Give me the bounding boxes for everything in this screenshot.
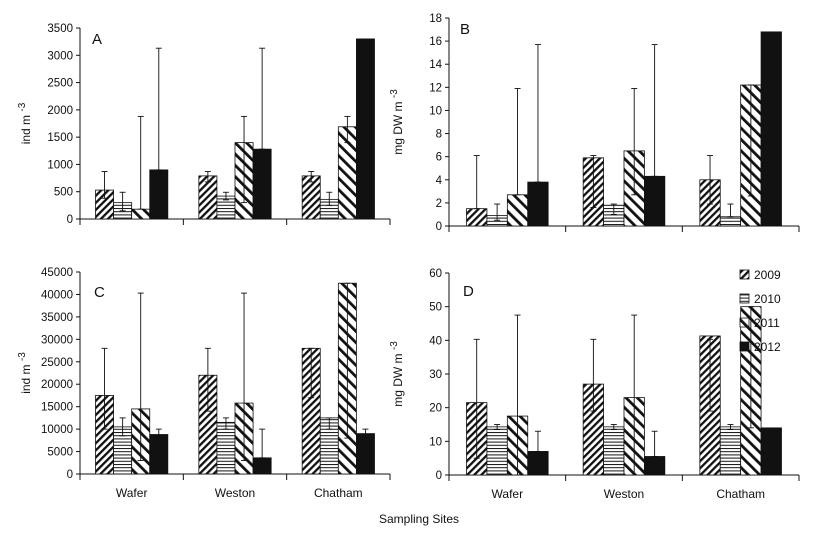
y-tick-label: 10 xyxy=(429,436,442,448)
y-tick-label: 16 xyxy=(429,36,442,48)
bar-2009-chatham xyxy=(301,175,321,220)
bar-2012-wafer xyxy=(149,434,169,475)
y-tick-label: 0 xyxy=(67,214,73,226)
bar-2012-wafer xyxy=(527,451,549,476)
category-label: Wafer xyxy=(116,486,148,500)
bar-2011-wafer xyxy=(131,208,151,220)
y-tick-label: 15000 xyxy=(41,402,73,414)
legend-label-2009: 2009 xyxy=(754,268,781,282)
x-axis-title: Sampling Sites xyxy=(379,512,459,526)
y-tick-label: 25000 xyxy=(41,357,73,369)
panel-letter: A xyxy=(92,31,102,48)
y-tick-label: 8 xyxy=(436,129,442,141)
y-tick-label: 60 xyxy=(429,268,442,280)
y-axis-label: ind m -3 xyxy=(17,102,33,144)
bar-2012-wafer xyxy=(149,169,169,220)
y-tick-label: 50 xyxy=(429,302,442,314)
legend-swatch-2011 xyxy=(739,317,750,328)
panel-d: 0 10 20 30 40 50 60 Wafer Weston Chatham mg DW m -… xyxy=(389,268,800,501)
y-tick-label: 2 xyxy=(436,198,442,210)
bar-2012-chatham xyxy=(760,31,782,227)
y-tick-label: 30 xyxy=(429,369,442,381)
bar-2010-chatham xyxy=(719,426,742,476)
legend: 2009 2010 2011 2012 xyxy=(739,268,781,354)
bar-2012-weston xyxy=(252,457,272,475)
y-axis-label: mg DW m -3 xyxy=(389,89,405,155)
legend-label-2010: 2010 xyxy=(754,292,781,306)
y-tick-label: 500 xyxy=(54,187,73,199)
panel-c: 0 5000 10000 15000 20000 25000 30000 35000 40000… xyxy=(17,267,391,500)
bar-2012-chatham xyxy=(356,38,375,220)
y-tick-label: 0 xyxy=(436,470,442,482)
y-tick-label: 18 xyxy=(429,13,442,25)
y-tick-label: 14 xyxy=(429,59,442,71)
y-tick-label: 2000 xyxy=(47,105,73,117)
legend-swatch-2010 xyxy=(739,293,750,304)
y-tick-label: 20 xyxy=(429,403,442,415)
y-axis-label: ind m -3 xyxy=(17,352,33,394)
bar-2012-weston xyxy=(644,175,666,227)
bar-2012-weston xyxy=(644,456,666,476)
y-tick-label: 45000 xyxy=(41,267,73,279)
y-tick-label: 40 xyxy=(429,335,442,347)
bar-2012-wafer xyxy=(527,181,549,227)
y-tick-label: 30000 xyxy=(41,334,73,346)
category-label: Weston xyxy=(215,486,255,500)
category-label: Chatham xyxy=(314,486,363,500)
panel-a: 0 500 1000 1500 2000 2500 3000 3500 ind m -3 A xyxy=(17,23,391,226)
y-tick-label: 12 xyxy=(429,82,442,94)
y-axis-label: mg DW m -3 xyxy=(389,341,405,407)
y-tick-label: 0 xyxy=(436,221,442,233)
bar-2009-weston xyxy=(198,175,218,220)
legend-swatch-2009 xyxy=(739,269,750,280)
y-tick-label: 1500 xyxy=(47,132,73,144)
bar-2009-wafer xyxy=(466,208,488,227)
y-tick-label: 40000 xyxy=(41,289,73,301)
panel-letter: D xyxy=(463,283,474,300)
y-tick-label: 3000 xyxy=(47,50,73,62)
bar-2010-weston xyxy=(216,421,236,475)
panel-letter: C xyxy=(94,284,105,301)
legend-swatch-2012 xyxy=(739,341,750,352)
panel-b: 0 2 4 6 8 10 12 14 16 18 mg DW m -3 B xyxy=(389,13,800,233)
y-tick-label: 3500 xyxy=(47,23,73,35)
y-tick-label: 4 xyxy=(436,175,443,187)
y-tick-label: 20000 xyxy=(41,379,73,391)
panel-letter: B xyxy=(460,21,470,38)
bar-2011-wafer xyxy=(506,194,529,227)
bar-2012-weston xyxy=(252,148,272,220)
legend-label-2011: 2011 xyxy=(754,316,780,330)
bar-2010-weston xyxy=(603,426,625,476)
y-tick-label: 10000 xyxy=(41,424,73,436)
y-tick-label: 5000 xyxy=(47,447,73,459)
y-tick-label: 0 xyxy=(67,469,73,481)
bar-2012-chatham xyxy=(356,433,375,475)
y-tick-label: 2500 xyxy=(47,78,73,90)
y-tick-label: 35000 xyxy=(41,312,73,324)
y-tick-label: 6 xyxy=(436,152,442,164)
category-label: Weston xyxy=(604,487,644,501)
category-label: Chatham xyxy=(716,487,765,501)
legend-label-2012: 2012 xyxy=(754,340,781,354)
bar-2010-chatham xyxy=(719,216,742,227)
category-label: Wafer xyxy=(492,487,524,501)
y-tick-label: 10 xyxy=(429,105,442,117)
bar-2010-wafer xyxy=(486,426,508,476)
y-tick-label: 1000 xyxy=(47,159,73,171)
bar-2012-chatham xyxy=(760,427,782,476)
